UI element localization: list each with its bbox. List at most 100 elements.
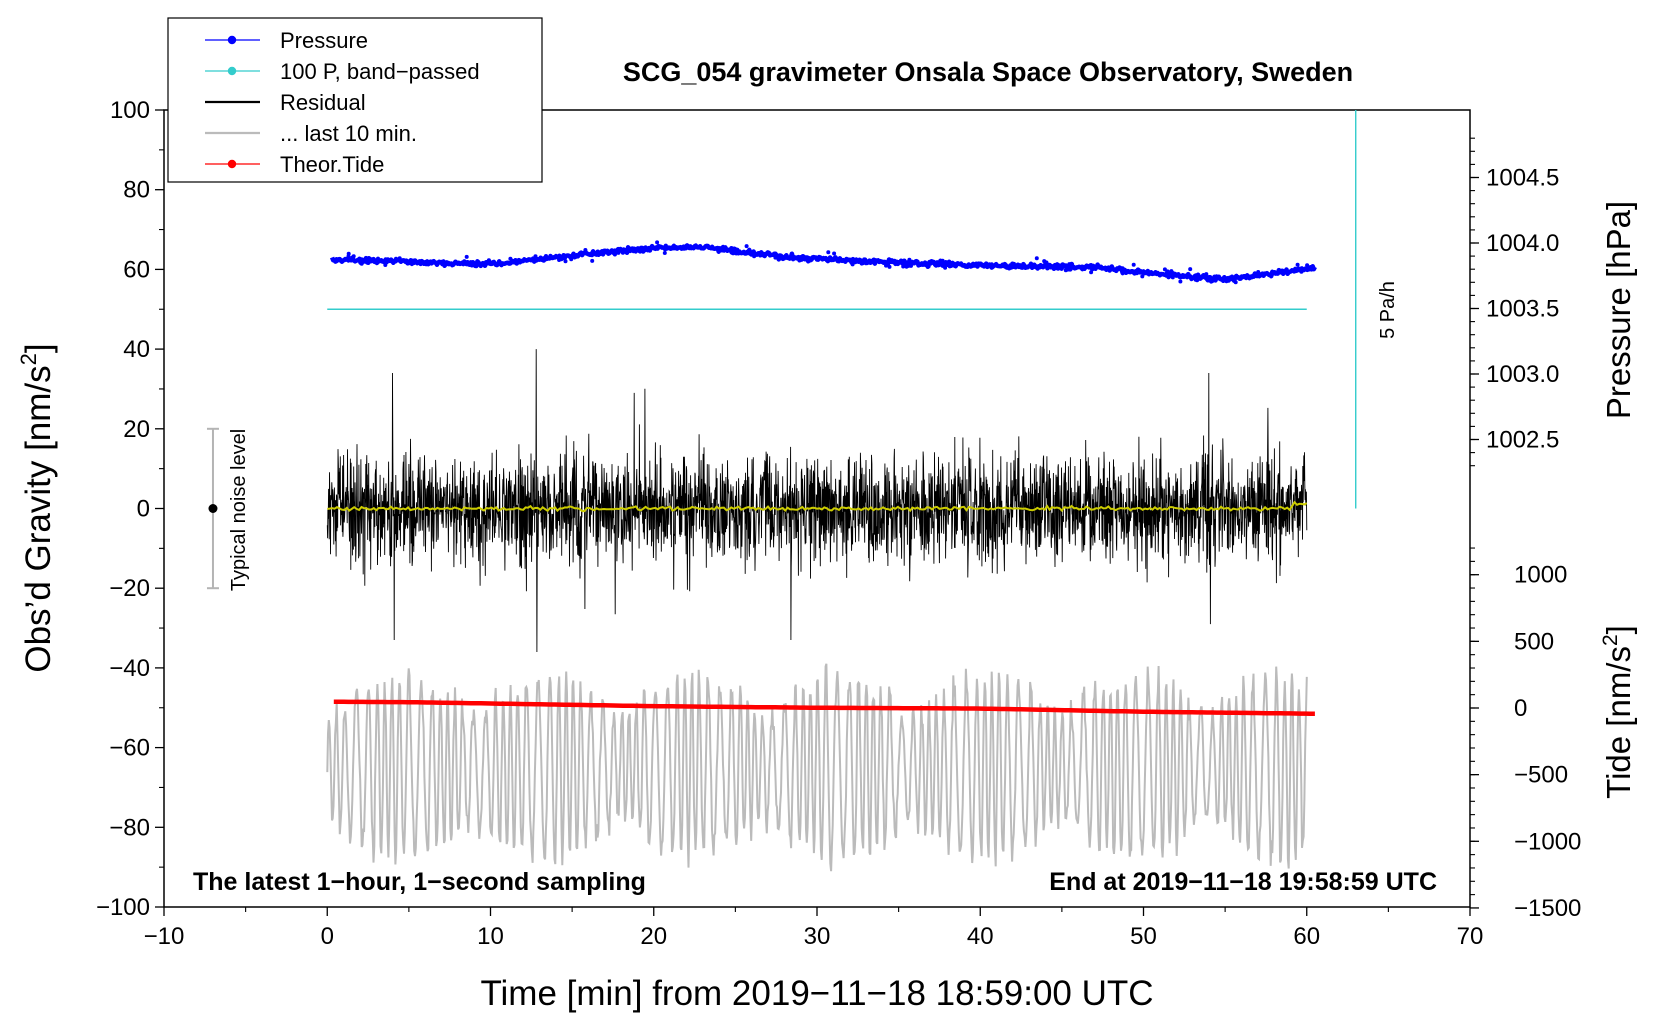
pressure-point (832, 251, 837, 256)
pressure-point (541, 258, 546, 263)
pressure-point (893, 261, 898, 266)
theor-tide-line (333, 699, 1315, 716)
series-residual-smoothed (327, 500, 1308, 513)
pressure-point (901, 264, 906, 269)
x-axis-label: Time [min] from 2019−11−18 18:59:00 UTC (480, 974, 1153, 1013)
pressure-point (1034, 256, 1039, 261)
pressure-point (563, 259, 568, 264)
pressure-point (1089, 270, 1094, 275)
pressure-point (826, 250, 831, 255)
legend: Pressure 100 P, band−passed Residual ... la… (167, 17, 543, 183)
pressure-point (1178, 279, 1183, 284)
pressure-point (590, 258, 595, 263)
tide-tick-label: −500 (1514, 762, 1568, 789)
pressure-point (729, 246, 734, 250)
pressure-point (497, 261, 501, 266)
tide-label-end: ] (1600, 625, 1637, 634)
pressure-point (940, 258, 945, 263)
pressure-point (1202, 273, 1207, 278)
pressure-point (1169, 269, 1174, 274)
pressure-line (329, 243, 1317, 284)
pressure-point (369, 259, 374, 264)
pressure-point (1170, 275, 1175, 280)
pressure-tick-label: 1003.0 (1486, 361, 1559, 388)
annotation-end-time: End at 2019−11−18 19:58:59 UTC (1049, 868, 1437, 896)
pressure-point (853, 260, 858, 265)
pressure-point (557, 258, 562, 262)
pressure-point (682, 246, 686, 251)
pressure-point (441, 260, 446, 265)
noise-level-indicator (206, 427, 219, 590)
pressure-point (1188, 267, 1193, 272)
y-axis-gravity: −100 −80 −60 −40 −20 0 20 40 60 80 100 (96, 97, 164, 921)
pressure-tick-label: 1002.5 (1486, 427, 1559, 454)
x-tick-label: 20 (640, 923, 667, 950)
pressure-point (486, 258, 491, 263)
x-tick-label: 30 (804, 923, 831, 950)
pressure-point (1112, 268, 1117, 273)
tide-label-sup: 2 (1599, 634, 1622, 646)
pressure-point (773, 255, 778, 260)
pressure-point (752, 254, 757, 259)
legend-box (167, 17, 543, 183)
pressure-point (446, 260, 451, 265)
x-tick-label: 10 (477, 923, 504, 950)
tide-tick-label: 1000 (1514, 562, 1567, 589)
pressure-point (641, 249, 646, 254)
pressure-point (1193, 277, 1198, 282)
series-pressure (329, 240, 1317, 285)
pressure-point (902, 261, 907, 266)
pressure-point (394, 256, 398, 261)
pressure-point (591, 251, 596, 256)
pressure-point (964, 263, 969, 268)
pressure-point (791, 257, 796, 262)
pressure-point (684, 244, 689, 248)
pressure-point (533, 254, 538, 259)
series-residual (326, 349, 1308, 653)
pressure-point (909, 263, 913, 268)
pressure-point (887, 264, 892, 269)
residual-line (326, 349, 1308, 653)
pressure-point (744, 244, 749, 249)
pressure-point (569, 257, 574, 262)
pressure-point (612, 252, 617, 257)
pressure-point (637, 248, 641, 253)
pressure-point (868, 258, 873, 263)
tide-tick-label: 500 (1514, 628, 1554, 655)
pressure-point (1299, 269, 1304, 274)
y-tick-label: −60 (109, 735, 150, 762)
pressure-point (907, 257, 912, 262)
pressure-point (359, 261, 364, 266)
x-tick-label: −10 (144, 923, 185, 950)
pressure-point (970, 263, 975, 268)
pressure-point (731, 251, 736, 256)
y-axis-pressure: 1002.5 1003.0 1003.5 1004.0 1004.5 (1470, 137, 1559, 467)
y-label-main: Obs’d Gravity [nm/s (19, 365, 58, 672)
pressure-tick-label: 1004.5 (1486, 165, 1559, 192)
pressure-point (1058, 264, 1063, 269)
pressure-point (1067, 262, 1072, 267)
y-tick-label: 20 (123, 416, 150, 443)
legend-label: Theor.Tide (280, 152, 384, 177)
pressure-point (508, 256, 513, 261)
pressure-point (1063, 268, 1068, 273)
tide-tick-label: 0 (1514, 695, 1527, 722)
pressure-point (670, 245, 675, 250)
y-axis-label-gravity: Obs’d Gravity [nm/s2] (16, 343, 58, 672)
pressure-point (376, 256, 380, 261)
y-tick-label: 0 (137, 496, 150, 523)
pressure-point (862, 257, 867, 262)
pressure-point (346, 251, 351, 256)
pressure-point (355, 258, 360, 263)
legend-marker (227, 35, 237, 45)
pressure-point (464, 254, 469, 259)
y-tick-label: 100 (110, 97, 150, 124)
legend-label: Residual (280, 90, 366, 115)
pressure-point (663, 243, 668, 248)
x-tick-label: 60 (1293, 923, 1320, 950)
residual-smoothed-line (327, 500, 1308, 513)
pressure-point (397, 256, 402, 261)
pressure-tick-label: 1004.0 (1486, 230, 1559, 257)
pressure-point (1120, 266, 1125, 271)
legend-label: ... last 10 min. (280, 121, 417, 146)
